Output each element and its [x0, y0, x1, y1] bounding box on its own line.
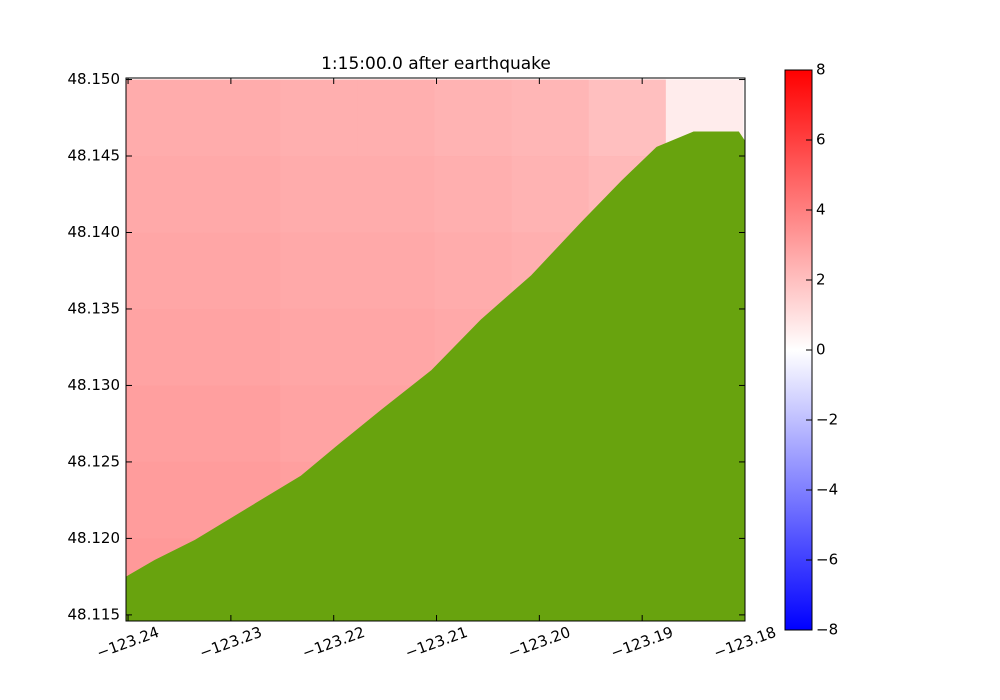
- y-tick-label: 48.130: [68, 376, 121, 394]
- surface-cell: [126, 156, 204, 233]
- y-tick-label: 48.135: [68, 299, 121, 317]
- y-tick-label: 48.140: [68, 223, 121, 241]
- surface-cell: [434, 156, 513, 233]
- y-tick-label: 48.120: [68, 529, 121, 547]
- colorbar-tick-label: −4: [816, 481, 838, 499]
- x-tick-label: −123.21: [403, 623, 470, 662]
- colorbar-tick-label: 8: [816, 61, 826, 79]
- surface-cell: [203, 385, 281, 463]
- y-tick-label: 48.125: [68, 452, 121, 470]
- x-tick-label: −123.20: [506, 623, 573, 662]
- surface-cell: [203, 308, 281, 386]
- colorbar-tick-label: 6: [816, 131, 826, 149]
- colorbar-tick-label: 2: [816, 271, 826, 289]
- chart-title: 1:15:00.0 after earthquake: [321, 54, 551, 74]
- surface-cell: [357, 156, 435, 233]
- plot-frame: [125, 77, 746, 622]
- x-tick-label: −123.23: [197, 623, 264, 662]
- surface-cell: [357, 79, 435, 157]
- surface-cell: [126, 232, 204, 310]
- surface-cell: [280, 232, 358, 310]
- colorbar-tick-label: −8: [816, 621, 838, 639]
- x-tick-label: −123.19: [608, 623, 675, 662]
- surface-cell: [280, 156, 358, 233]
- surface-cell: [588, 79, 667, 157]
- x-tick-label: −123.22: [300, 623, 367, 662]
- surface-cell: [511, 79, 590, 157]
- surface-cell: [203, 232, 281, 310]
- colorbar-tick-label: 4: [816, 201, 826, 219]
- surface-cell: [126, 79, 204, 157]
- y-tick-label: 48.145: [68, 147, 121, 165]
- surface-cell: [203, 79, 281, 157]
- colorbar-tick-label: −6: [816, 551, 838, 569]
- colorbar-tick-label: −2: [816, 411, 838, 429]
- surface-cell: [280, 79, 358, 157]
- surface-cell: [357, 232, 435, 310]
- x-tick-label: −123.18: [711, 623, 778, 662]
- y-tick-label: 48.115: [68, 605, 121, 623]
- surface-cell: [434, 232, 513, 310]
- surface-cell: [434, 79, 513, 157]
- x-tick-label: −123.24: [94, 623, 161, 662]
- surface-cell: [203, 156, 281, 233]
- surface-cell: [511, 156, 590, 233]
- y-tick-label: 48.150: [68, 70, 121, 88]
- surface-cell: [357, 308, 435, 386]
- field: [126, 79, 745, 621]
- surface-cell: [126, 308, 204, 386]
- colorbar-tick-label: 0: [816, 341, 826, 359]
- surface-cell: [126, 385, 204, 463]
- surface-cell: [126, 461, 204, 539]
- land: [126, 131, 745, 621]
- surface-cell: [280, 308, 358, 386]
